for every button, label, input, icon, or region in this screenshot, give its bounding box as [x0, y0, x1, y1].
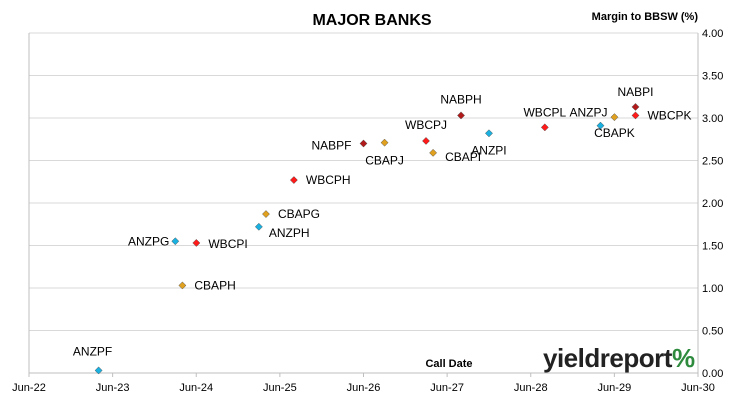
point-label-wbcpi: WBCPI: [208, 237, 247, 251]
point-label-anzpi: ANZPI: [471, 143, 506, 157]
data-point-nabpi: [631, 102, 640, 111]
point-label-wbcpl: WBCPL: [523, 105, 566, 119]
point-label-nabph: NABPH: [440, 92, 481, 106]
data-points: [94, 102, 640, 375]
yieldreport-logo: yieldreport %: [543, 343, 695, 373]
y-tick-label: 3.50: [702, 71, 723, 83]
y-tick-label: 1.00: [702, 283, 723, 295]
point-label-cbaph: CBAPH: [194, 278, 235, 292]
y-tick-label: 3.00: [702, 113, 723, 125]
x-tick-label: Jun-24: [179, 382, 213, 394]
point-label-anzpf: ANZPF: [73, 344, 112, 358]
logo-wordmark: yieldreport: [543, 343, 673, 373]
x-axis-label: Call Date: [425, 358, 472, 370]
logo-percent-symbol: %: [672, 343, 695, 373]
point-label-anzpj: ANZPJ: [569, 106, 607, 120]
point-label-cbapi: CBAPI: [445, 150, 481, 164]
y-tick-label: 2.00: [702, 198, 723, 210]
point-label-nabpf: NABPF: [311, 139, 351, 153]
x-tick-label: Jun-22: [12, 382, 46, 394]
grid-layer: [29, 32, 698, 331]
data-point-wbcpi: [192, 238, 201, 247]
x-tick-label: Jun-23: [96, 382, 130, 394]
data-point-wbcph: [289, 176, 298, 185]
point-label-nabpi: NABPI: [617, 85, 653, 99]
chart-title: MAJOR BANKS: [312, 12, 431, 29]
y-tick-labels: 0.00 0.50 1.00 1.50 2.00 2.50 3.00 3.50 4.00: [702, 28, 723, 380]
point-label-cbapg: CBAPG: [278, 207, 320, 221]
axis-layer: [28, 33, 699, 377]
data-point-cbaph: [178, 281, 187, 290]
data-point-anzpj: [596, 121, 605, 130]
x-tick-label: Jun-27: [430, 382, 464, 394]
x-tick-label: Jun-28: [514, 382, 548, 394]
x-tick-label: Jun-26: [347, 382, 381, 394]
data-point-cbapk: [610, 113, 619, 122]
data-point-anzph: [254, 222, 263, 231]
x-tick-labels: Jun-22 Jun-23 Jun-24 Jun-25 Jun-26 Jun-27 Jun-…: [12, 382, 715, 394]
point-label-cbapk: CBAPK: [594, 126, 635, 140]
y-tick-label: 1.50: [702, 241, 723, 253]
point-label-wbcpk: WBCPK: [647, 108, 691, 122]
data-point-anzpg: [171, 237, 180, 246]
y-tick-label: 2.50: [702, 156, 723, 168]
data-point-nabph: [457, 111, 465, 120]
data-point-cbapj: [380, 138, 389, 147]
data-point-wbcpl: [540, 123, 549, 132]
point-labels: ANZPF ANZPG ANZPH ANZPI ANZPJ WBCPI WBCPH WBCPJ…: [73, 85, 692, 359]
data-point-anzpf: [94, 366, 103, 375]
y-tick-label: 4.00: [702, 28, 723, 40]
data-point-wbcpk: [631, 111, 640, 120]
x-tick-label: Jun-25: [263, 382, 297, 394]
y-axis-label: Margin to BBSW (%): [592, 11, 699, 23]
point-label-wbcpj: WBCPJ: [405, 118, 447, 132]
point-label-wbcph: WBCPH: [306, 173, 351, 187]
data-point-cbapi: [429, 148, 438, 157]
point-label-anzph: ANZPH: [269, 226, 310, 240]
y-tick-label: 0.00: [702, 368, 723, 380]
y-tick-label: 0.50: [702, 326, 723, 338]
data-point-anzpi: [485, 129, 493, 138]
data-point-wbcpj: [422, 136, 430, 145]
data-point-cbapg: [262, 210, 270, 219]
point-label-cbapj: CBAPJ: [365, 154, 404, 168]
data-point-nabpf: [359, 139, 368, 148]
x-tick-label: Jun-30: [681, 382, 715, 394]
x-tick-label: Jun-29: [598, 382, 632, 394]
point-label-anzpg: ANZPG: [128, 234, 169, 248]
